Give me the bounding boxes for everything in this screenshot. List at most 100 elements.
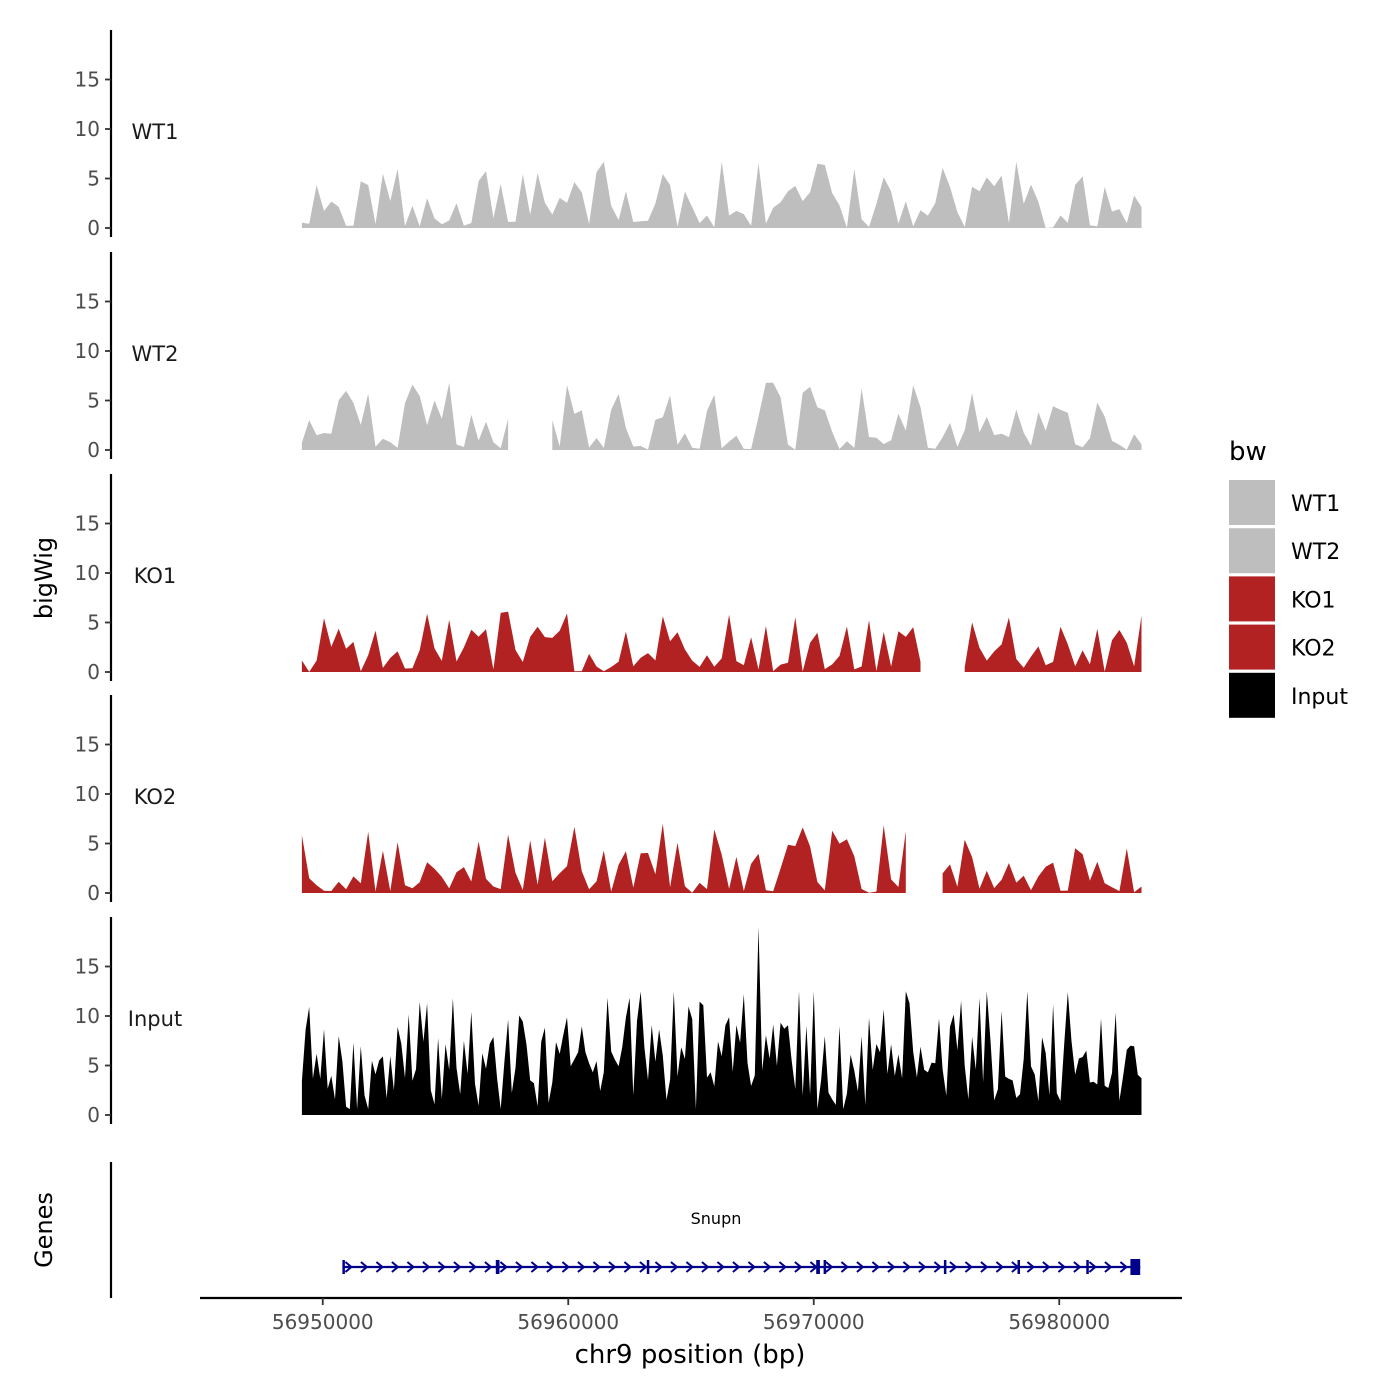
track-label: WT2	[132, 342, 179, 366]
track-ko2: 0 5 10 15 KO2	[75, 695, 1142, 905]
strand-arrow	[949, 1261, 958, 1273]
strand-arrow	[391, 1261, 400, 1273]
signal-area	[301, 161, 1142, 228]
strand-arrow	[530, 1261, 539, 1273]
gene-exon	[495, 1260, 500, 1274]
strand-arrow	[422, 1261, 431, 1273]
y-tick-label: 15	[75, 512, 100, 536]
y-tick-label: 10	[75, 117, 100, 141]
y-axis-title: bigWig	[30, 537, 58, 619]
y-tick-label: 5	[87, 1054, 100, 1078]
strand-arrow	[561, 1261, 570, 1273]
legend-swatch-ko1	[1229, 576, 1275, 622]
x-axis-title: chr9 position (bp)	[575, 1340, 806, 1370]
signal-area	[301, 611, 921, 672]
gene-exon	[1130, 1259, 1141, 1275]
gene-name-label: Snupn	[691, 1209, 742, 1228]
x-axis: 56950000 56960000 56970000 56980000	[200, 1296, 1182, 1334]
x-tick-label: 56960000	[517, 1310, 619, 1334]
strand-arrow	[902, 1261, 911, 1273]
strand-arrow	[778, 1261, 787, 1273]
strand-arrow	[871, 1261, 880, 1273]
legend: bw WT1 WT2 KO1 KO2 Input	[1229, 437, 1348, 718]
signal-area	[301, 823, 906, 893]
signal-area	[942, 839, 1142, 893]
signal-area	[301, 926, 1142, 1115]
strand-arrow	[484, 1261, 493, 1273]
strand-arrow	[577, 1261, 586, 1273]
gene-exon	[342, 1260, 345, 1274]
signal-area	[301, 382, 509, 450]
strand-arrow	[1088, 1261, 1097, 1273]
track-label: KO1	[134, 564, 177, 588]
legend-label-ko1: KO1	[1291, 588, 1336, 613]
strand-arrow	[701, 1261, 710, 1273]
strand-arrow	[980, 1261, 989, 1273]
strand-arrow	[747, 1261, 756, 1273]
strand-arrow	[887, 1261, 896, 1273]
strand-arrow	[825, 1261, 834, 1273]
strand-arrow	[732, 1261, 741, 1273]
strand-arrow	[468, 1261, 477, 1273]
legend-swatch-ko2	[1229, 624, 1275, 670]
x-tick-label: 56970000	[763, 1310, 865, 1334]
x-tick-label: 56950000	[272, 1310, 374, 1334]
y-tick-label: 5	[87, 167, 100, 191]
signal-tracks: 0 5 10 15 WT1 0 5 10 15 WT2 0 5 10 15 KO1 0 5 10 15 KO2 0 5 10…	[75, 30, 1142, 1127]
strand-arrow	[499, 1261, 508, 1273]
strand-arrow	[654, 1261, 663, 1273]
strand-arrow	[1057, 1261, 1066, 1273]
signal-area	[552, 382, 1142, 450]
strand-arrow	[1073, 1261, 1082, 1273]
genes-panel-label: Genes	[30, 1192, 58, 1268]
strand-arrow	[933, 1261, 942, 1273]
y-tick-label: 0	[87, 438, 100, 462]
legend-title: bw	[1229, 437, 1267, 467]
strand-arrow	[453, 1261, 462, 1273]
strand-arrow	[716, 1261, 725, 1273]
y-tick-label: 15	[75, 68, 100, 92]
gene-exon	[823, 1260, 827, 1274]
track-label: KO2	[134, 785, 177, 809]
y-tick-label: 5	[87, 389, 100, 413]
legend-swatch-input	[1229, 672, 1275, 718]
y-tick-label: 15	[75, 290, 100, 314]
strand-arrow	[1119, 1261, 1128, 1273]
strand-arrow	[685, 1261, 694, 1273]
y-tick-label: 15	[75, 733, 100, 757]
strand-arrow	[995, 1261, 1004, 1273]
x-tick-label: 56980000	[1008, 1310, 1110, 1334]
track-input: 0 5 10 15 Input	[75, 917, 1142, 1127]
strand-arrow	[1042, 1261, 1051, 1273]
track-wt1: 0 5 10 15 WT1	[75, 30, 1142, 240]
strand-arrow	[608, 1261, 617, 1273]
y-tick-label: 5	[87, 832, 100, 856]
strand-arrow	[856, 1261, 865, 1273]
y-tick-label: 15	[75, 955, 100, 979]
strand-arrow	[592, 1261, 601, 1273]
y-tick-label: 10	[75, 339, 100, 363]
gene-exon	[1017, 1260, 1020, 1274]
y-tick-label: 10	[75, 1004, 100, 1028]
strand-arrow	[964, 1261, 973, 1273]
track-wt2: 0 5 10 15 WT2	[75, 252, 1142, 462]
track-label: WT1	[132, 120, 179, 144]
strand-arrow	[639, 1261, 648, 1273]
y-tick-label: 0	[87, 216, 100, 240]
strand-arrow	[1026, 1261, 1035, 1273]
legend-label-ko2: KO2	[1291, 637, 1336, 662]
strand-arrow	[406, 1261, 415, 1273]
y-tick-label: 0	[87, 1103, 100, 1127]
gene-exon	[816, 1260, 820, 1274]
gene-exon	[943, 1260, 947, 1274]
strand-arrow	[344, 1261, 353, 1273]
y-tick-label: 10	[75, 561, 100, 585]
strand-arrow	[546, 1261, 555, 1273]
strand-arrow	[375, 1261, 384, 1273]
strand-arrow	[360, 1261, 369, 1273]
strand-arrow	[918, 1261, 927, 1273]
strand-arrow	[840, 1261, 849, 1273]
strand-arrow	[763, 1261, 772, 1273]
legend-label-wt1: WT1	[1291, 492, 1340, 517]
